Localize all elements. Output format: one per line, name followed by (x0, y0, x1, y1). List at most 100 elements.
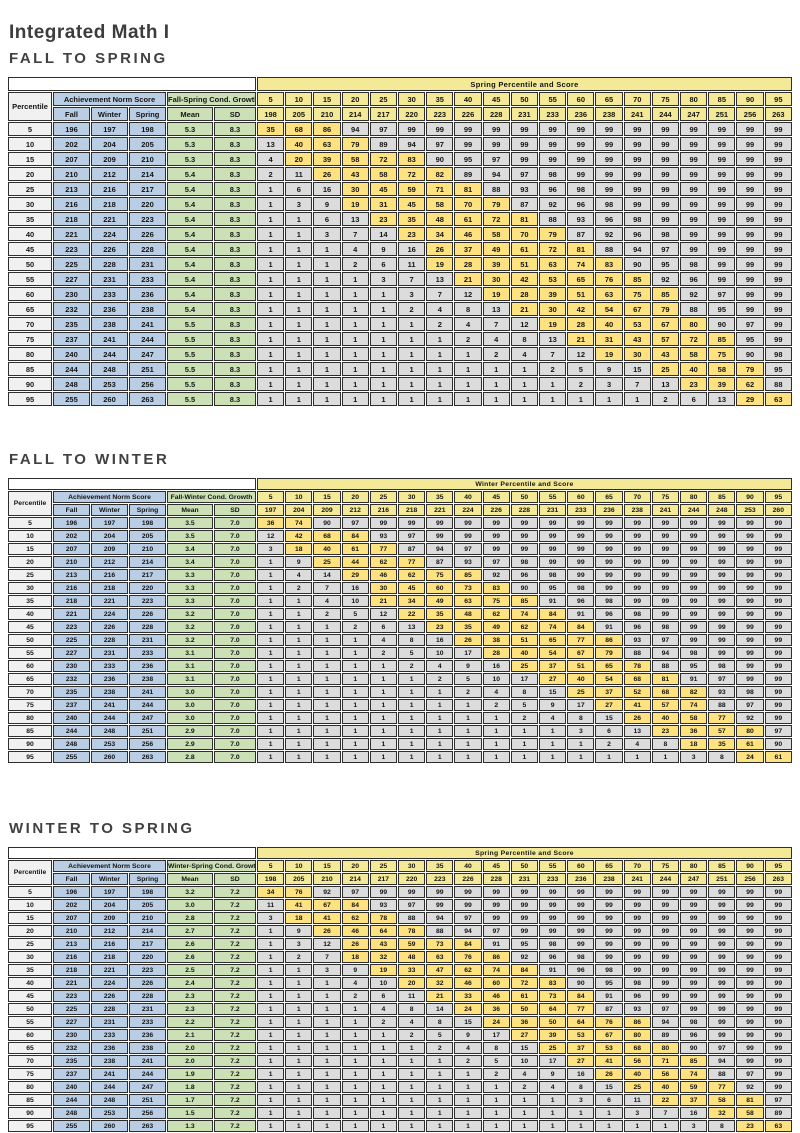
matrix-value-cell: 2 (398, 660, 426, 672)
fall-score-cell: 210 (53, 925, 90, 937)
matrix-value-cell: 99 (623, 182, 651, 196)
matrix-value-cell: 13 (708, 392, 736, 406)
matrix-value-cell: 13 (623, 725, 651, 737)
matrix-value-cell: 99 (680, 608, 708, 620)
matrix-value-cell: 83 (539, 977, 567, 989)
matrix-value-cell: 84 (341, 899, 369, 911)
percentile-header: Percentile (8, 860, 52, 885)
matrix-value-cell: 67 (567, 647, 595, 659)
mean-cell: 5.4 (167, 167, 213, 181)
matrix-value-cell: 40 (651, 712, 680, 724)
matrix-value-cell: 1 (426, 1094, 454, 1106)
matrix-value-cell: 99 (567, 152, 595, 166)
matrix-value-cell: 88 (623, 647, 651, 659)
matrix-value-cell: 9 (313, 197, 341, 211)
spring-score-cell: 228 (129, 621, 166, 633)
matrix-value-cell: 26 (313, 167, 341, 181)
matrix-value-cell: 99 (680, 595, 708, 607)
winter-score-cell: 212 (91, 925, 128, 937)
matrix-value-cell: 1 (369, 392, 398, 406)
matrix-value-cell: 1 (285, 317, 313, 331)
matrix-value-cell: 1 (285, 1029, 313, 1041)
banner-spacer (8, 77, 256, 91)
matrix-value-cell: 78 (398, 925, 426, 937)
percentile-cell: 35 (8, 964, 52, 976)
matrix-value-cell: 1 (482, 362, 510, 376)
matrix-value-cell: 1 (257, 660, 285, 672)
matrix-value-cell: 99 (426, 517, 454, 529)
matrix-value-cell: 99 (482, 886, 510, 898)
matrix-value-cell: 14 (313, 569, 341, 581)
matrix-value-cell: 95 (764, 362, 792, 376)
percentile-cell: 55 (8, 1016, 52, 1028)
matrix-value-cell: 99 (567, 137, 595, 151)
matrix-value-cell: 99 (482, 912, 510, 924)
matrix-value-cell: 99 (680, 242, 708, 256)
growth-group-header: Fall-Spring Cond. Growth (167, 92, 256, 106)
matrix-value-cell: 2 (482, 1068, 510, 1080)
matrix-value-cell: 99 (708, 152, 736, 166)
winter-score-cell: 253 (91, 738, 128, 750)
matrix-value-cell: 1 (398, 362, 426, 376)
matrix-value-cell: 1 (313, 257, 341, 271)
matrix-value-cell: 1 (257, 595, 285, 607)
mean-cell: 5.3 (167, 137, 213, 151)
matrix-value-cell: 1 (595, 751, 623, 763)
matrix-value-cell: 99 (764, 608, 792, 620)
matrix-value-cell: 1 (426, 1068, 454, 1080)
percentile-cell: 50 (8, 634, 52, 646)
matrix-value-cell: 1 (398, 699, 426, 711)
matrix-value-cell: 99 (510, 925, 539, 937)
matrix-value-cell: 91 (567, 608, 595, 620)
matrix-value-cell: 37 (680, 1094, 708, 1106)
matrix-value-cell: 58 (708, 1094, 736, 1106)
matrix-value-cell: 99 (764, 647, 792, 659)
matrix-value-cell: 1 (257, 1055, 285, 1067)
matrix-value-cell: 99 (567, 167, 595, 181)
matrix-value-cell: 15 (595, 1081, 623, 1093)
winter-score-cell: 241 (91, 1068, 128, 1080)
matrix-value-cell: 1 (595, 1120, 623, 1132)
mean-cell: 3.3 (167, 569, 213, 581)
matrix-value-cell: 46 (454, 227, 482, 241)
matrix-percentile-header: 95 (764, 491, 792, 503)
matrix-value-cell: 1 (454, 1120, 482, 1132)
matrix-score-header: 241 (623, 107, 651, 121)
matrix-value-cell: 56 (623, 1055, 651, 1067)
fall-score-cell: 202 (53, 899, 90, 911)
matrix-value-cell: 1 (285, 738, 313, 750)
matrix-value-cell: 88 (595, 242, 623, 256)
matrix-value-cell: 6 (369, 621, 398, 633)
mean-cell: 1.7 (167, 1094, 213, 1106)
matrix-value-cell: 1 (313, 1094, 341, 1106)
matrix-value-cell: 2 (313, 608, 341, 620)
matrix-value-cell: 1 (341, 712, 369, 724)
matrix-value-cell: 45 (369, 182, 398, 196)
percentile-cell: 65 (8, 302, 52, 316)
fall-score-cell: 225 (53, 257, 90, 271)
matrix-value-cell: 3 (680, 751, 708, 763)
winter-score-cell: 238 (91, 686, 128, 698)
matrix-value-cell: 99 (708, 938, 736, 950)
matrix-value-cell: 99 (651, 925, 680, 937)
sd-cell: 7.2 (214, 1094, 256, 1106)
matrix-value-cell: 25 (567, 686, 595, 698)
matrix-value-cell: 94 (651, 1016, 680, 1028)
matrix-value-cell: 99 (510, 543, 539, 555)
matrix-value-cell: 1 (369, 660, 398, 672)
matrix-value-cell: 9 (369, 242, 398, 256)
fall-score-cell: 207 (53, 912, 90, 924)
matrix-percentile-header: 25 (369, 860, 398, 872)
matrix-value-cell: 1 (398, 377, 426, 391)
matrix-value-cell: 99 (623, 886, 651, 898)
matrix-value-cell: 1 (341, 392, 369, 406)
matrix-value-cell: 1 (341, 634, 369, 646)
table-row: 60 230 233 236 3.1 7.0 1 1 1 1 1 2 4 9 16 25 37 51 65 78 88 9… (8, 660, 792, 672)
matrix-value-cell: 33 (398, 964, 426, 976)
mean-cell: 2.1 (167, 1029, 213, 1041)
matrix-value-cell: 99 (651, 938, 680, 950)
matrix-value-cell: 1 (313, 1068, 341, 1080)
matrix-value-cell: 1 (539, 377, 567, 391)
matrix-value-cell: 1 (539, 725, 567, 737)
matrix-value-cell: 40 (680, 362, 708, 376)
